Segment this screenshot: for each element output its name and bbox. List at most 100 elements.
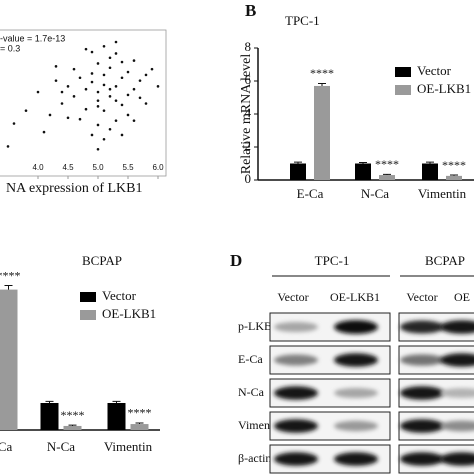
point: [102, 45, 106, 48]
point: [102, 73, 106, 77]
band: [400, 320, 444, 334]
x-tick-label: N-Ca: [361, 186, 389, 201]
point: [138, 96, 142, 100]
x-tick-label: 4.0: [32, 163, 44, 172]
y-axis-label: Relative mRNA level: [239, 54, 254, 175]
annotation: -value = 1.7e-13: [0, 33, 65, 43]
point: [150, 67, 154, 71]
x-tick-label: 4.5: [62, 163, 74, 172]
significance: ****: [61, 408, 85, 422]
point: [54, 65, 58, 68]
panel-label: D: [230, 251, 242, 270]
x-tick-label: 5.0: [92, 163, 104, 172]
row-label: p-LKB1: [238, 319, 278, 333]
point: [96, 105, 100, 108]
band: [440, 420, 474, 432]
significance: ****: [375, 157, 399, 171]
point: [132, 59, 136, 62]
point: [72, 95, 76, 98]
point: [12, 122, 16, 125]
bar: [314, 85, 330, 180]
row-label: N-Ca: [238, 385, 265, 399]
point: [66, 116, 70, 120]
point: [96, 147, 100, 151]
point: [114, 40, 118, 44]
point: [102, 109, 106, 112]
band: [334, 387, 378, 399]
point: [66, 85, 70, 88]
point: [114, 99, 118, 102]
point: [108, 56, 112, 60]
bar: [379, 175, 395, 180]
x-tick-label: 6.0: [152, 163, 164, 172]
point: [24, 109, 28, 112]
error-bar: [135, 422, 144, 425]
point: [114, 85, 118, 88]
x-axis-label: NA expression of LKB1: [6, 181, 143, 196]
bar: [422, 163, 438, 180]
group-label: BCPAP: [425, 253, 465, 268]
band: [274, 321, 318, 333]
band: [334, 353, 378, 367]
chart-title: TPC-1: [285, 13, 320, 28]
point: [126, 93, 130, 97]
band: [440, 452, 474, 466]
point: [144, 102, 148, 105]
significance: ****: [310, 66, 334, 80]
point: [120, 76, 124, 80]
column-label: Vector: [277, 290, 308, 304]
band: [440, 353, 474, 367]
band: [274, 354, 318, 366]
x-tick-label: Ca: [0, 439, 12, 454]
error-bar: [359, 162, 367, 164]
x-tick-label: Vimentin: [104, 439, 153, 454]
point: [90, 80, 94, 84]
point: [132, 87, 136, 91]
y-tick-label: 2: [245, 138, 252, 153]
x-tick-label: Vimentin: [418, 186, 467, 201]
error-bar: [4, 285, 13, 290]
legend-swatch: [395, 67, 411, 77]
band: [440, 320, 474, 334]
point: [78, 117, 82, 121]
western-blot: D TPC-1 BCPAP Vector OE-LKB1 Vector OE p…: [230, 251, 474, 474]
point: [72, 67, 76, 71]
bar: [446, 175, 462, 180]
band: [334, 320, 378, 334]
significance: ****: [0, 268, 21, 282]
chart-title: BCPAP: [82, 253, 122, 268]
point: [96, 123, 100, 127]
significance: ****: [128, 406, 152, 420]
x-tick-label: 5.5: [122, 163, 134, 172]
band: [400, 452, 444, 466]
panel-label: B: [245, 1, 256, 20]
legend-label: Vector: [417, 63, 452, 78]
point: [120, 133, 124, 137]
point: [114, 119, 118, 122]
band: [334, 452, 378, 466]
point: [60, 102, 64, 105]
point: [138, 79, 142, 82]
significance: ****: [442, 158, 466, 172]
point: [60, 90, 64, 94]
y-tick-label: 4: [245, 105, 252, 120]
band: [274, 452, 318, 466]
y-tick-label: 8: [245, 39, 252, 54]
point: [54, 79, 58, 82]
annotation: = 0.3: [0, 43, 20, 53]
x-tick-label: E-Ca: [297, 186, 324, 201]
band: [400, 419, 444, 433]
error-bar: [383, 173, 391, 176]
legend-swatch: [80, 310, 96, 320]
bar: [0, 289, 18, 430]
error-bar: [318, 82, 326, 86]
band: [274, 419, 318, 433]
point: [108, 127, 112, 131]
legend-swatch: [395, 85, 411, 95]
band: [274, 386, 318, 400]
row-label: E-Ca: [238, 352, 263, 366]
error-bar: [450, 174, 458, 176]
point: [84, 87, 88, 91]
